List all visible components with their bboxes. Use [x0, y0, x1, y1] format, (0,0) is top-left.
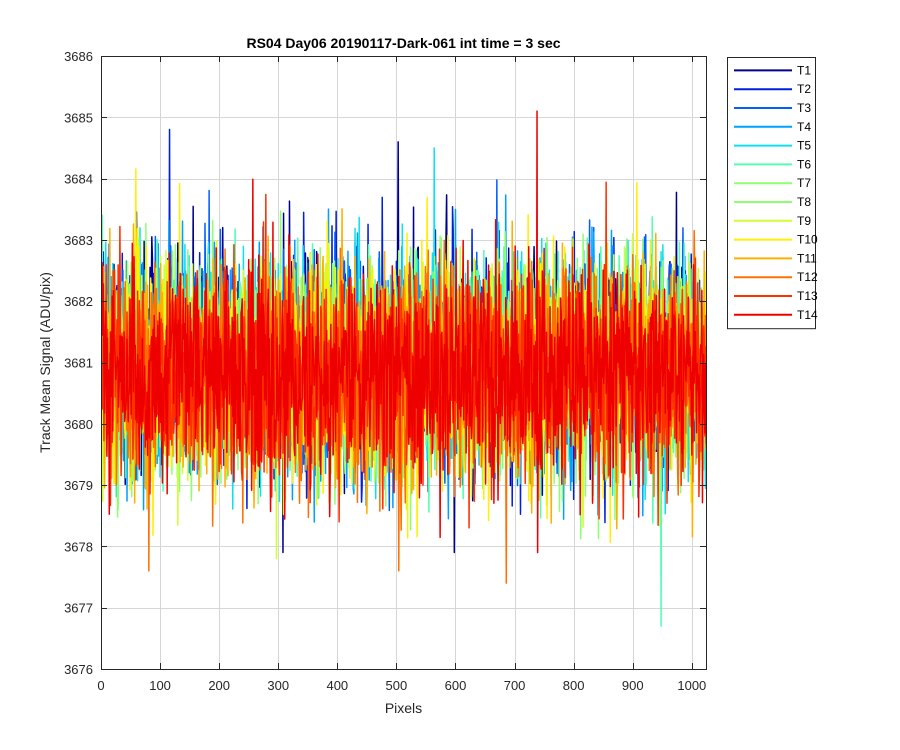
legend: T1 T2 T3 T4 T5 T6 T7 T8 T9 T10 T11 T12 T13 T14: [727, 57, 818, 330]
y-tick-label: 3682: [64, 294, 93, 309]
legend-label: T6: [797, 157, 811, 171]
y-tick-label: 3684: [64, 172, 93, 187]
legend-label: T10: [797, 233, 818, 247]
legend-label: T3: [797, 101, 811, 115]
legend-item-t14: T14: [734, 308, 818, 322]
legend-label: T4: [797, 120, 811, 134]
legend-item-t2: T2: [734, 82, 811, 96]
legend-item-t6: T6: [734, 157, 811, 171]
legend-label: T13: [797, 289, 818, 303]
legend-item-t3: T3: [734, 101, 811, 115]
legend-item-t4: T4: [734, 120, 811, 134]
chart-title: RS04 Day06 20190117-Dark-061 int time = …: [246, 35, 560, 51]
y-tick-label: 3676: [64, 662, 93, 677]
legend-label: T9: [797, 214, 811, 228]
x-tick-label: 300: [267, 678, 289, 693]
legend-box: [727, 57, 816, 330]
legend-label: T14: [797, 308, 818, 322]
legend-item-t13: T13: [734, 289, 818, 303]
x-tick-label: 200: [208, 678, 230, 693]
legend-item-t11: T11: [734, 251, 817, 265]
x-tick-label: 800: [563, 678, 585, 693]
x-tick-label: 700: [504, 678, 526, 693]
legend-item-t8: T8: [734, 195, 811, 209]
y-tick-label: 3686: [64, 49, 93, 64]
y-tick-label: 3685: [64, 110, 93, 125]
x-tick-labels: 0 100 200 300 400 500 600 700 800 900 1000: [97, 678, 706, 693]
legend-label: T12: [797, 270, 818, 284]
y-axis-label: Track Mean Signal (ADU/pix): [37, 272, 53, 453]
legend-item-t9: T9: [734, 214, 811, 228]
series-lines: [101, 110, 706, 627]
x-tick-label: 0: [97, 678, 104, 693]
x-tick-label: 400: [326, 678, 348, 693]
legend-label: T8: [797, 195, 811, 209]
legend-item-t1: T1: [734, 63, 811, 77]
legend-item-t10: T10: [734, 233, 818, 247]
y-tick-label: 3679: [64, 478, 93, 493]
legend-label: T1: [797, 63, 811, 77]
axis-ticks: [101, 56, 706, 670]
legend-items: T1 T2 T3 T4 T5 T6 T7 T8 T9 T10 T11 T12 T13 T14: [734, 63, 818, 322]
x-tick-label: 100: [149, 678, 171, 693]
series-line-t14: [101, 110, 706, 554]
x-tick-label: 900: [622, 678, 644, 693]
x-tick-label: 600: [445, 678, 467, 693]
legend-label: T5: [797, 139, 811, 153]
y-tick-label: 3681: [64, 356, 93, 371]
y-tick-label: 3677: [64, 601, 93, 616]
legend-label: T11: [797, 251, 817, 265]
legend-label: T2: [797, 82, 811, 96]
y-tick-label: 3680: [64, 417, 93, 432]
x-tick-label: 1000: [677, 678, 706, 693]
y-tick-labels: 3676 3677 3678 3679 3680 3681 3682 3683 3684 3685…: [64, 49, 93, 677]
legend-item-t5: T5: [734, 139, 811, 153]
y-tick-label: 3683: [64, 233, 93, 248]
x-axis-label: Pixels: [385, 700, 422, 716]
legend-item-t12: T12: [734, 270, 818, 284]
y-tick-label: 3678: [64, 539, 93, 554]
legend-item-t7: T7: [734, 176, 811, 190]
legend-label: T7: [797, 176, 811, 190]
x-tick-label: 500: [386, 678, 408, 693]
